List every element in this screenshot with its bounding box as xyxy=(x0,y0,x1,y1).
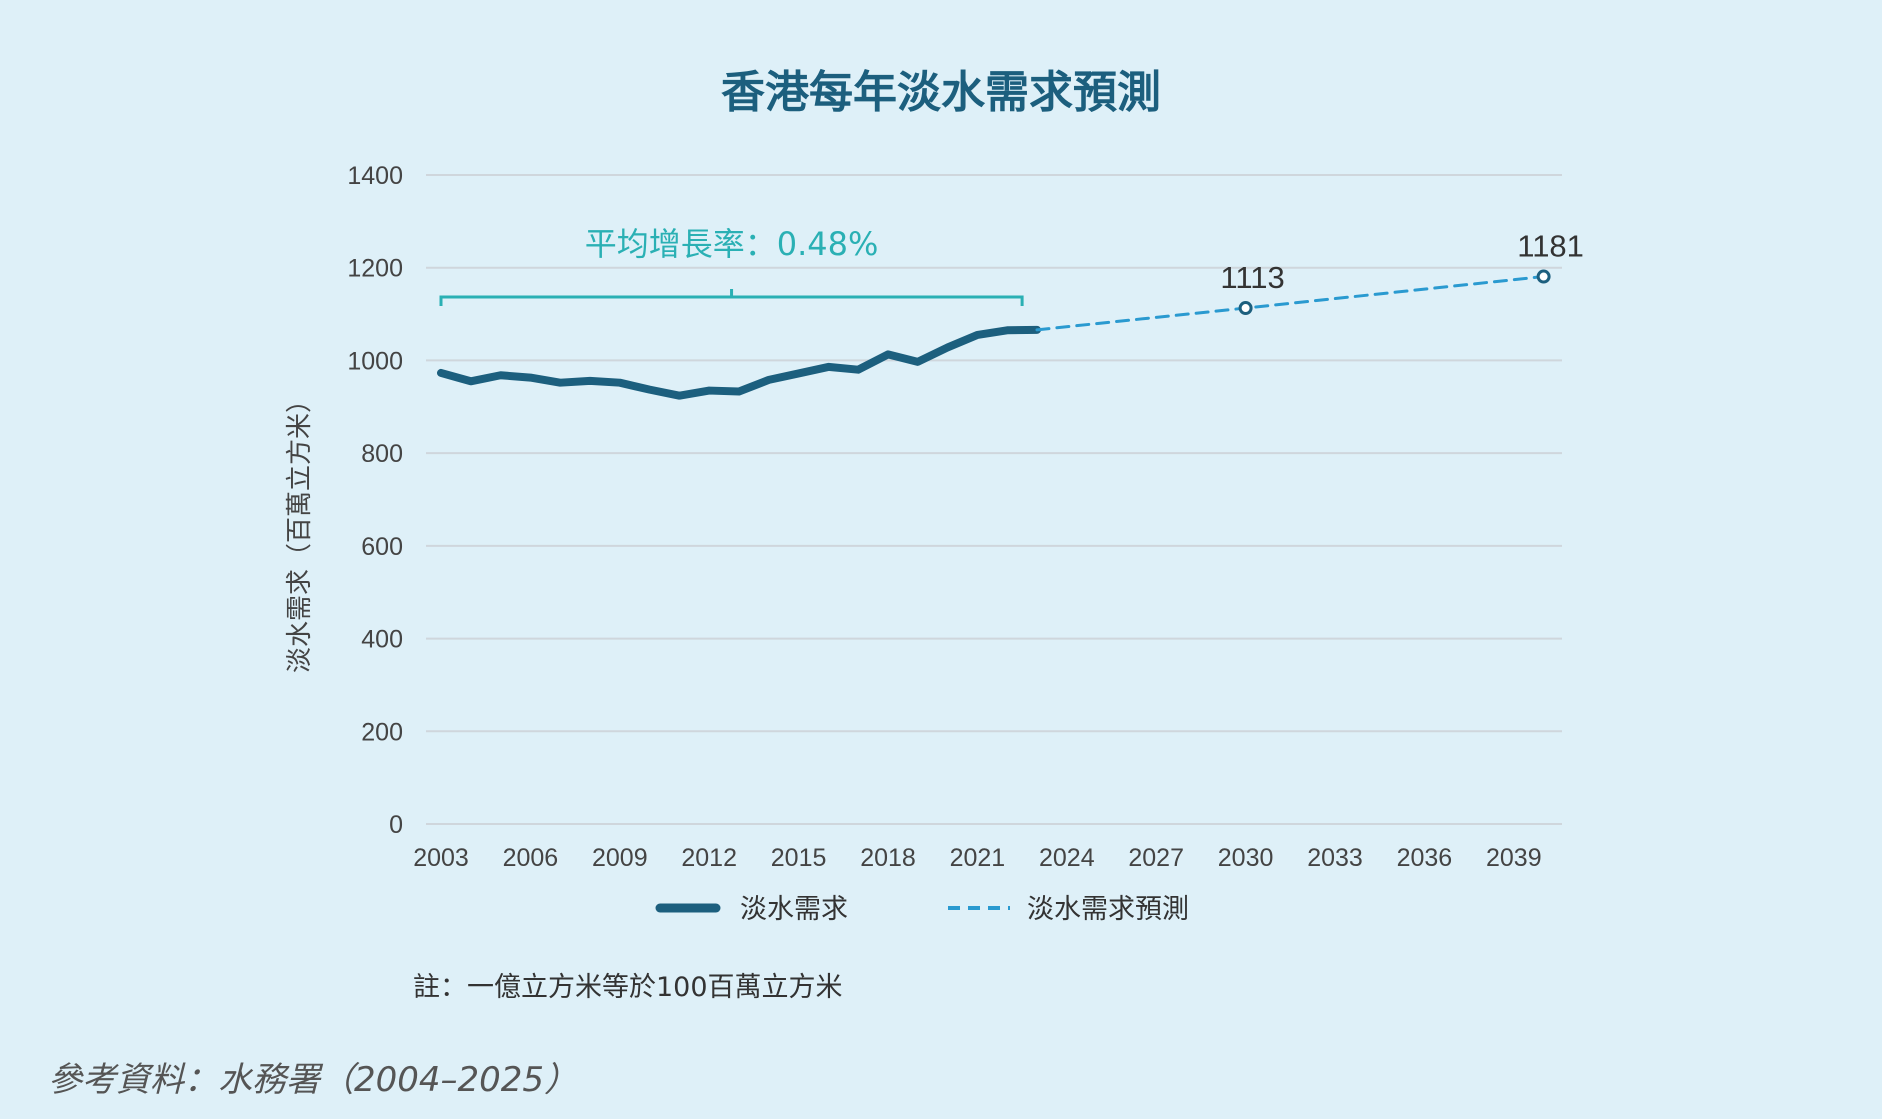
x-tick-label: 2030 xyxy=(1218,844,1274,872)
x-tick-label: 2024 xyxy=(1039,844,1095,872)
x-tick-label: 2006 xyxy=(503,844,559,872)
x-tick-label: 2015 xyxy=(771,844,827,872)
y-tick-label: 1400 xyxy=(347,162,403,190)
grid-lines xyxy=(426,174,1562,825)
chart-title: 香港每年淡水需求預測 xyxy=(721,67,1161,118)
x-tick-label: 2009 xyxy=(592,844,648,872)
chart-note: 註：一億立方米等於100百萬立方米 xyxy=(413,972,843,1003)
series-group xyxy=(437,275,1546,400)
source-credit: 參考資料：水務署（2004–2025） xyxy=(48,1060,578,1100)
y-tick-label: 200 xyxy=(361,718,403,746)
legend: 淡水需求 淡水需求預測 xyxy=(655,894,1189,925)
forecast-point xyxy=(1238,301,1253,316)
x-tick-label: 2012 xyxy=(681,844,737,872)
y-axis-label: 淡水需求（百萬立方米） xyxy=(285,387,315,673)
forecast-point xyxy=(1536,269,1551,284)
x-tick-label: 2033 xyxy=(1307,844,1363,872)
x-tick-label: 2018 xyxy=(860,844,916,872)
y-tick-label: 0 xyxy=(389,811,403,839)
y-tick-label: 1200 xyxy=(347,255,403,283)
data-label: 1113 xyxy=(1220,260,1284,295)
legend-item-actual: 淡水需求 xyxy=(740,894,848,925)
legend-item-forecast: 淡水需求預測 xyxy=(1027,894,1189,925)
forecast-line xyxy=(1035,275,1546,332)
y-tick-label: 1000 xyxy=(347,347,403,375)
annotation-bracket xyxy=(439,289,1024,306)
x-tick-label: 2036 xyxy=(1397,844,1453,872)
x-tick-labels: 2003 2006 2009 2012 2015 2018 2021 2024 2027 2030… xyxy=(413,844,1541,872)
data-label: 1181 xyxy=(1517,229,1584,264)
data-labels: 1113 1181 xyxy=(1220,229,1584,316)
annotation-text: 平均增長率：0.48% xyxy=(585,225,879,263)
x-tick-label: 2039 xyxy=(1486,844,1542,872)
x-tick-label: 2003 xyxy=(413,844,469,872)
x-tick-label: 2021 xyxy=(950,844,1006,872)
growth-rate-annotation: 平均增長率：0.48% xyxy=(439,225,1024,306)
y-tick-label: 600 xyxy=(361,533,403,561)
x-tick-label: 2027 xyxy=(1128,844,1184,872)
y-tick-labels: 0 200 400 600 800 1000 1200 1400 xyxy=(347,162,403,839)
y-tick-label: 800 xyxy=(361,440,403,468)
y-tick-label: 400 xyxy=(361,626,403,654)
actual-line xyxy=(437,325,1041,400)
